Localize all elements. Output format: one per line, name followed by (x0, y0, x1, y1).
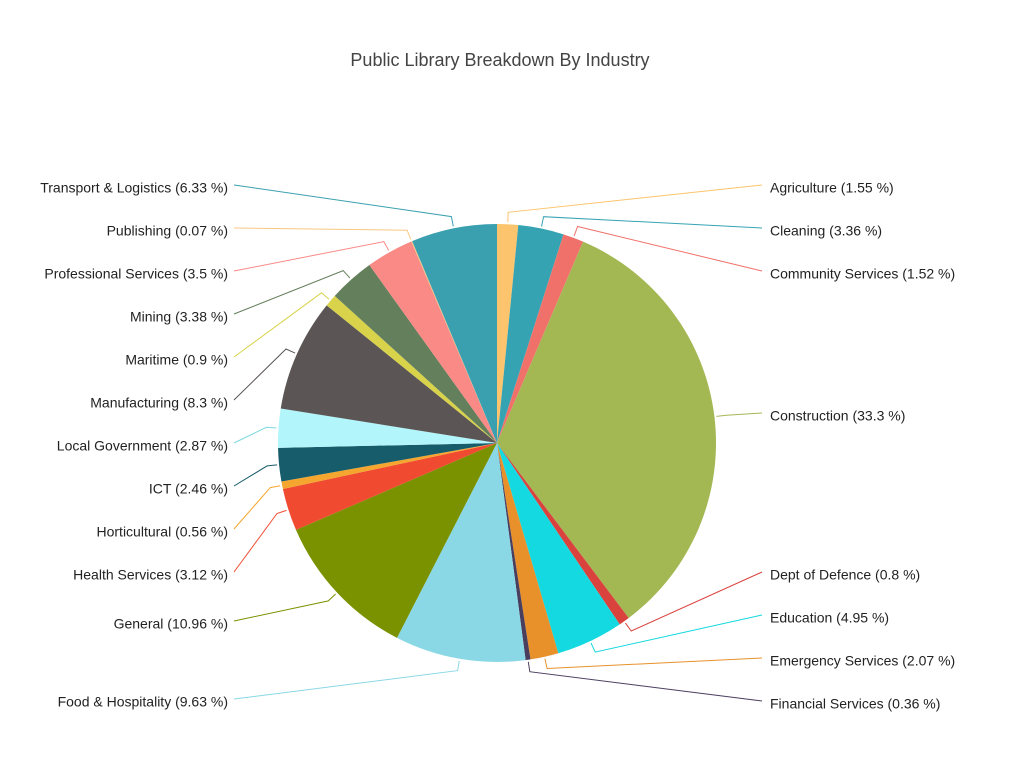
label-manufacturing: Manufacturing (8.3 %) (90, 395, 228, 411)
slice-health-services[interactable] (282, 443, 497, 530)
label-community-services: Community Services (1.52 %) (770, 266, 955, 282)
label-cleaning: Cleaning (3.36 %) (770, 223, 882, 239)
label-agriculture: Agriculture (1.55 %) (770, 180, 894, 196)
label-transport-and-logistics: Transport & Logistics (6.33 %) (40, 180, 228, 196)
leader-manufacturing (233, 348, 296, 401)
slice-mining[interactable] (334, 265, 497, 443)
slice-food-and-hospitality[interactable] (397, 443, 526, 662)
leader-education (590, 614, 763, 653)
slice-ict[interactable] (278, 443, 497, 482)
leader-food-and-hospitality (233, 660, 460, 700)
leader-community-services (573, 225, 763, 272)
slice-horticultural[interactable] (281, 443, 497, 490)
slice-cleaning[interactable] (497, 225, 564, 443)
leader-dept-of-defence (624, 571, 763, 632)
leader-maritime (233, 292, 330, 358)
leader-financial-services (527, 661, 763, 702)
leader-cleaning (541, 216, 763, 229)
slice-maritime[interactable] (326, 295, 497, 443)
slice-dept-of-defence[interactable] (497, 443, 629, 625)
slice-general[interactable] (295, 443, 497, 638)
slice-transport-and-logistics[interactable] (412, 224, 497, 443)
label-construction: Construction (33.3 %) (770, 408, 905, 424)
leader-health-services (233, 509, 287, 573)
slice-construction[interactable] (497, 241, 717, 618)
slice-professional-services[interactable] (369, 241, 497, 443)
leader-transport-and-logistics (233, 184, 454, 227)
label-publishing: Publishing (0.07 %) (107, 223, 228, 239)
label-general: General (10.96 %) (114, 616, 228, 632)
label-dept-of-defence: Dept of Defence (0.8 %) (770, 567, 920, 583)
slice-agriculture[interactable] (497, 224, 519, 443)
label-financial-services: Financial Services (0.36 %) (770, 696, 940, 712)
leader-general (233, 593, 336, 622)
label-emergency-services: Emergency Services (2.07 %) (770, 653, 955, 669)
label-health-services: Health Services (3.12 %) (73, 567, 228, 583)
leader-horticultural (233, 485, 281, 530)
label-education: Education (4.95 %) (770, 610, 889, 626)
leader-professional-services (233, 241, 390, 272)
leader-emergency-services (544, 657, 763, 670)
label-professional-services: Professional Services (3.5 %) (44, 266, 228, 282)
label-ict: ICT (2.46 %) (149, 481, 228, 497)
slice-education[interactable] (497, 443, 620, 654)
slice-manufacturing[interactable] (280, 305, 497, 443)
label-food-and-hospitality: Food & Hospitality (9.63 %) (58, 694, 228, 710)
leader-publishing (233, 227, 412, 240)
label-maritime: Maritime (0.9 %) (125, 352, 228, 368)
leader-ict (233, 464, 278, 487)
leader-construction (716, 412, 763, 417)
leader-agriculture (507, 184, 763, 223)
label-mining: Mining (3.38 %) (130, 309, 228, 325)
slice-local-government[interactable] (277, 408, 497, 448)
chart-title: Public Library Breakdown By Industry (350, 50, 650, 70)
label-horticultural: Horticultural (0.56 %) (97, 524, 229, 540)
slice-financial-services[interactable] (497, 443, 531, 661)
slice-emergency-services[interactable] (497, 443, 559, 660)
label-local-government: Local Government (2.87 %) (57, 438, 228, 454)
leader-mining (233, 270, 351, 315)
leader-local-government (233, 426, 277, 444)
slice-community-services[interactable] (497, 234, 584, 443)
slice-publishing[interactable] (411, 241, 497, 443)
